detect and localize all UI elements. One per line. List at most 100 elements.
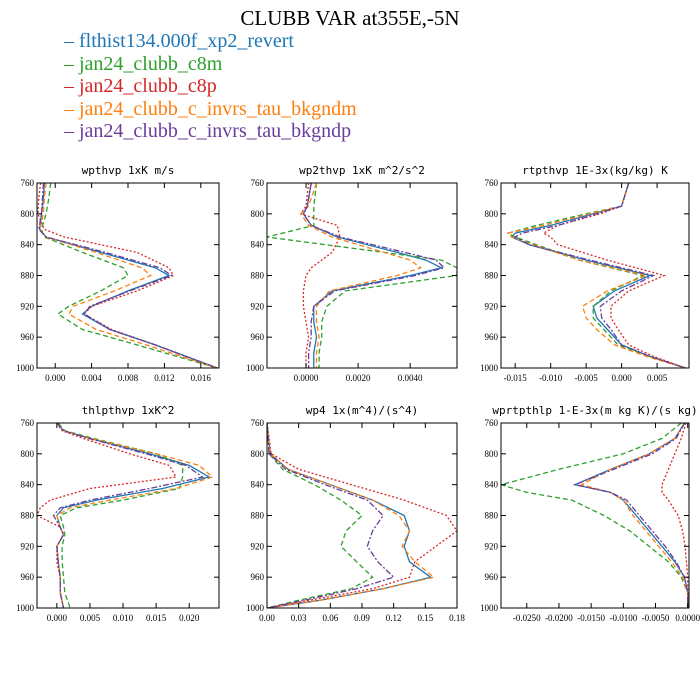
series-line [267, 423, 395, 608]
y-tick-label: 920 [485, 301, 499, 311]
y-tick-label: 960 [251, 572, 265, 582]
y-tick-label: 960 [21, 332, 35, 342]
y-tick-label: 1000 [480, 603, 499, 613]
legend-label: jan24_clubb_c_invrs_tau_bkgndm [79, 97, 357, 120]
x-tick-label: 0.000 [611, 373, 632, 383]
y-tick-label: 760 [21, 418, 35, 428]
y-tick-label: 1000 [16, 603, 35, 613]
y-tick-label: 880 [485, 271, 499, 281]
series-line [267, 183, 457, 368]
x-tick-label: -0.015 [504, 373, 528, 383]
panel-title: wprtpthlp 1-E-3x(m kg K)/(s kg) [492, 404, 697, 417]
plot-frame [266, 422, 458, 609]
y-tick-label: 920 [21, 301, 35, 311]
y-tick-label: 960 [485, 332, 499, 342]
y-tick-label: 1000 [246, 363, 265, 373]
y-tick-label: 960 [251, 332, 265, 342]
series-line [56, 423, 214, 608]
x-tick-label: 0.0020 [346, 373, 371, 383]
y-tick-label: 880 [21, 271, 35, 281]
y-tick-label: 920 [251, 301, 265, 311]
y-tick-label: 840 [251, 240, 265, 250]
legend-item: – jan24_clubb_c8m [64, 53, 357, 76]
series-line [299, 183, 341, 368]
x-tick-label: 0.0040 [398, 373, 423, 383]
y-tick-label: 960 [485, 572, 499, 582]
y-tick-label: 1000 [480, 363, 499, 373]
series-line [38, 183, 218, 368]
series-group [37, 183, 218, 368]
y-tick-label: 920 [21, 541, 35, 551]
y-tick-label: 760 [485, 418, 499, 428]
y-tick-label: 760 [485, 178, 499, 188]
legend-item: – jan24_clubb_c_invrs_tau_bkgndm [64, 98, 357, 121]
chart-panel: 760 800 840 880 920 960 1000 0.000 0.005 0.010 0.0… [16, 404, 220, 623]
legend: – flthist134.000f_xp2_revert – jan24_clu… [64, 30, 357, 143]
series-line [267, 423, 436, 608]
x-tick-label: -0.0050 [642, 613, 670, 623]
y-tick-label: 1000 [246, 603, 265, 613]
x-tick-label: 0.0000 [675, 613, 700, 623]
x-tick-label: 0.005 [647, 373, 668, 383]
x-tick-label: 0.12 [386, 613, 402, 623]
x-tick-label: 0.020 [179, 613, 200, 623]
y-tick-label: 800 [485, 449, 499, 459]
plot-frame [500, 422, 690, 609]
legend-item: – jan24_clubb_c8p [64, 75, 357, 98]
series-group [501, 423, 689, 608]
series-group [267, 183, 457, 368]
chart-panel: 760 800 840 880 920 960 1000 0.0000 0.0020 0.0040… [246, 164, 458, 383]
x-tick-label: 0.15 [417, 613, 433, 623]
series-group [37, 423, 214, 608]
series-group [267, 423, 457, 608]
legend-label: jan24_clubb_c_invrs_tau_bkgndp [79, 120, 352, 142]
legend-swatch: – [64, 120, 79, 142]
series-line [302, 183, 446, 368]
y-tick-label: 760 [251, 178, 265, 188]
series-line [510, 183, 686, 368]
y-tick-label: 1000 [16, 363, 35, 373]
x-tick-label: 0.03 [291, 613, 307, 623]
series-line [579, 423, 689, 608]
y-tick-label: 760 [21, 178, 35, 188]
x-tick-label: -0.0100 [609, 613, 637, 623]
y-tick-label: 840 [485, 240, 499, 250]
y-tick-label: 840 [21, 480, 35, 490]
y-tick-label: 920 [485, 541, 499, 551]
figure-title: CLUBB VAR at355E,-5N [240, 6, 460, 30]
series-line [38, 183, 218, 368]
y-tick-label: 840 [485, 480, 499, 490]
x-tick-label: 0.010 [113, 613, 134, 623]
series-line [302, 183, 444, 368]
x-tick-label: 0.18 [449, 613, 465, 623]
legend-label: jan24_clubb_c8m [79, 52, 223, 75]
x-tick-label: 0.06 [322, 613, 338, 623]
y-tick-label: 960 [21, 572, 35, 582]
panel-title: thlpthvp 1xK^2 [82, 404, 175, 417]
series-line [56, 423, 211, 608]
x-tick-label: 0.004 [81, 373, 102, 383]
y-tick-label: 840 [251, 480, 265, 490]
x-tick-label: 0.015 [146, 613, 167, 623]
y-tick-label: 840 [21, 240, 35, 250]
y-tick-label: 800 [485, 209, 499, 219]
y-tick-label: 800 [21, 209, 35, 219]
y-tick-label: 920 [251, 541, 265, 551]
series-line [661, 423, 689, 608]
series-line [506, 183, 686, 368]
series-line [513, 183, 686, 368]
x-tick-label: 0.0000 [294, 373, 319, 383]
legend-label: jan24_clubb_c8p [79, 75, 217, 97]
y-tick-label: 760 [251, 418, 265, 428]
x-tick-label: 0.09 [354, 613, 370, 623]
y-tick-label: 880 [21, 511, 35, 521]
series-group [506, 183, 686, 368]
series-line [37, 183, 218, 368]
series-line [501, 423, 689, 608]
series-line [52, 423, 205, 608]
x-tick-label: 0.00 [259, 613, 275, 623]
series-line [267, 423, 374, 608]
legend-swatch: – [64, 97, 79, 120]
